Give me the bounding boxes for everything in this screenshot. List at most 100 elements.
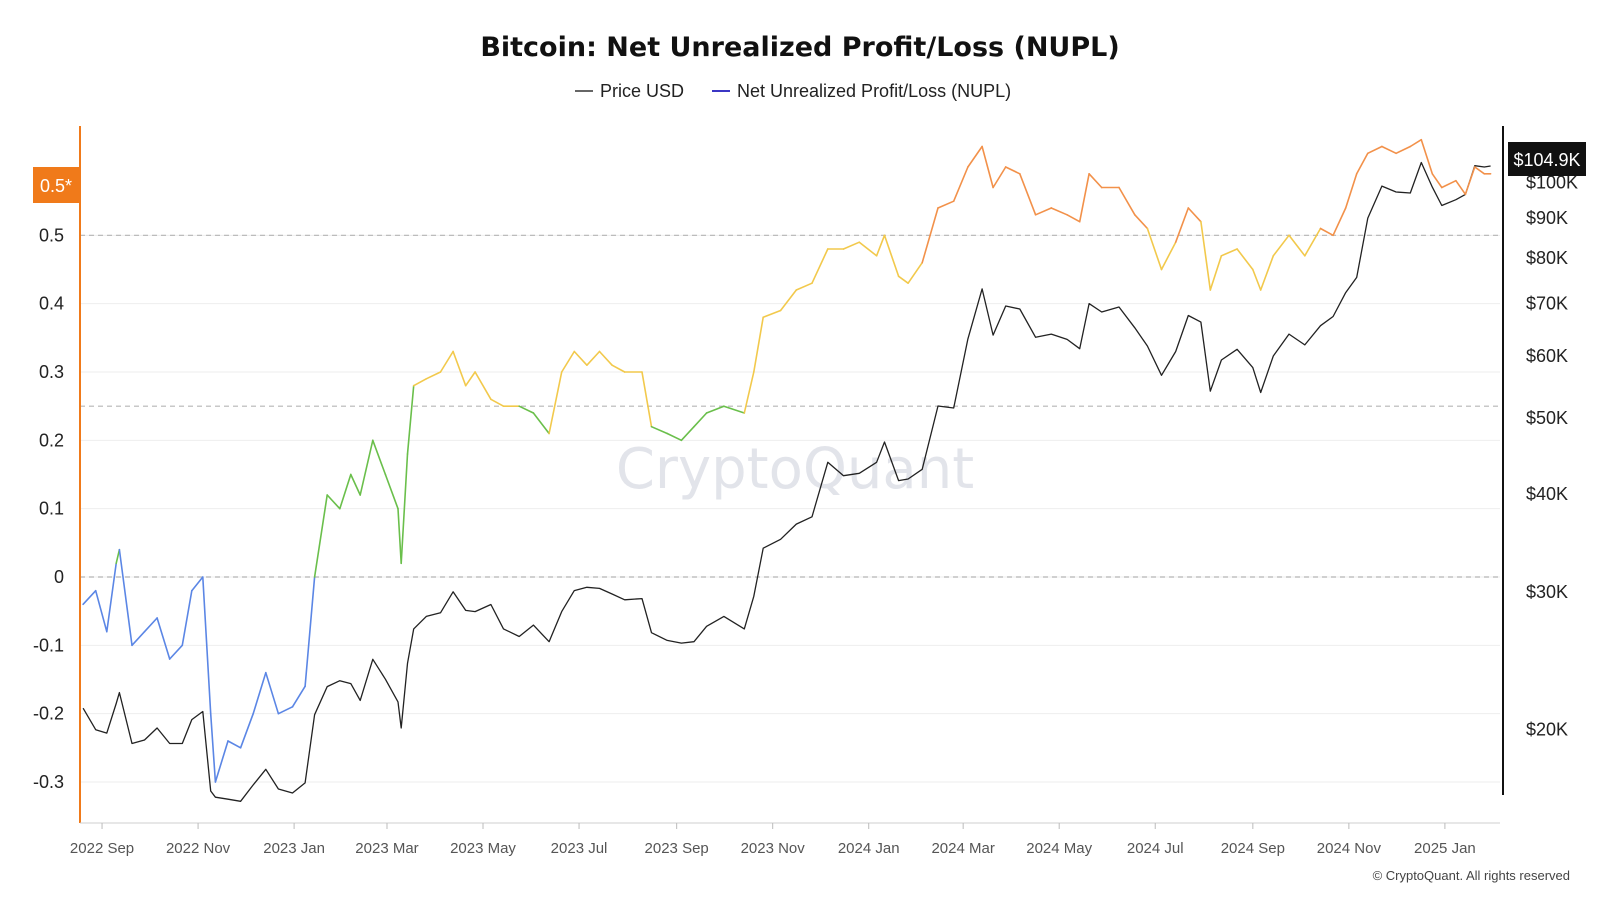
left-marker-label: 0.5* (40, 176, 72, 196)
right-axis-ticks: $100K $90K $80K $70K $60K $50K $40K $30K $20K (1526, 172, 1578, 739)
nupl-segment-83 (1134, 214, 1149, 230)
nupl-segment-92 (1252, 268, 1262, 291)
nupl-series (82, 138, 1492, 783)
nupl-segment-86 (1174, 207, 1190, 243)
nupl-segment-97 (1319, 227, 1334, 237)
nupl-segment-88 (1200, 220, 1212, 291)
right-tick-label-2: $80K (1526, 248, 1568, 268)
nupl-segment-11 (202, 576, 212, 715)
nupl-segment-82 (1118, 186, 1136, 216)
nupl-segment-103 (1395, 145, 1412, 155)
nupl-segment-14 (227, 740, 242, 749)
left-tick-label-8: -0.3 (33, 772, 64, 792)
nupl-segment-16 (252, 671, 267, 715)
right-tick-label-8: $20K (1526, 720, 1568, 740)
nupl-segment-7 (156, 617, 171, 660)
nupl-segment-42 (560, 350, 576, 373)
legend-price-label[interactable]: Price USD (600, 81, 684, 101)
nupl-segment-45 (598, 350, 613, 367)
x-tick-label-9: 2024 Mar (931, 840, 994, 857)
x-tick-label-8: 2024 Jan (838, 840, 900, 857)
nupl-segment-17 (264, 671, 280, 715)
nupl-segment-105 (1420, 138, 1434, 175)
nupl-segment-18 (277, 705, 294, 715)
nupl-segment-54 (723, 405, 746, 414)
right-tick-label-1: $90K (1526, 208, 1568, 228)
nupl-segment-77 (1050, 207, 1068, 216)
nupl-segment-62 (842, 241, 861, 250)
nupl-segment-12 (209, 712, 217, 783)
nupl-segment-87 (1187, 207, 1202, 223)
nupl-segment-33 (439, 350, 454, 373)
nupl-segment-39 (518, 405, 535, 414)
nupl-segment-78 (1066, 214, 1081, 223)
nupl-segment-96 (1304, 227, 1322, 257)
nupl-segment-6 (143, 617, 158, 633)
nupl-segment-37 (490, 398, 505, 408)
x-tick-label-10: 2024 May (1026, 840, 1092, 857)
x-tick-label-1: 2022 Nov (166, 840, 231, 857)
nupl-segment-22 (326, 494, 341, 510)
left-tick-label-1: 0.4 (39, 294, 64, 314)
nupl-segment-23 (338, 473, 352, 510)
nupl-segment-51 (680, 425, 695, 442)
nupl-segment-89 (1209, 255, 1223, 291)
x-tick-label-0: 2022 Sep (70, 840, 134, 857)
nupl-segment-64 (875, 234, 886, 257)
nupl-segment-90 (1220, 248, 1238, 257)
left-tick-label-4: 0.1 (39, 499, 64, 519)
nupl-segment-3 (115, 548, 121, 565)
nupl-segment-21 (313, 494, 329, 578)
grid (80, 234, 1500, 783)
nupl-segment-32 (425, 371, 442, 380)
nupl-segment-63 (858, 241, 878, 257)
nupl-segment-110 (1474, 166, 1486, 175)
nupl-segment-36 (474, 371, 492, 401)
right-tick-label-0: $100K (1526, 172, 1578, 192)
nupl-segment-52 (693, 412, 708, 428)
nupl-segment-26 (371, 439, 387, 476)
price-series (82, 161, 1491, 802)
copyright: © CryptoQuant. All rights reserved (1373, 868, 1570, 883)
nupl-segment-73 (992, 166, 1007, 189)
nupl-segment-10 (191, 576, 204, 592)
nupl-segment-58 (779, 289, 798, 312)
nupl-segment-13 (214, 740, 229, 783)
nupl-segment-9 (181, 589, 193, 647)
x-tick-label-7: 2023 Nov (741, 840, 806, 857)
nupl-segment-5 (131, 630, 146, 647)
nupl-segment-75 (1018, 173, 1037, 216)
nupl-segment-29 (400, 453, 409, 565)
nupl-segment-46 (611, 364, 626, 373)
legend-nupl-label[interactable]: Net Unrealized Profit/Loss (NUPL) (737, 81, 1011, 101)
price-line (82, 161, 1491, 802)
nupl-segment-41 (548, 371, 563, 435)
x-axis-ticks: 2022 Sep 2022 Nov 2023 Jan 2023 Mar 2023 May… (70, 823, 1476, 857)
legend[interactable]: Price USD Net Unrealized Profit/Loss (NU… (575, 81, 1011, 101)
nupl-segment-34 (452, 350, 467, 387)
x-tick-label-6: 2023 Sep (645, 840, 709, 857)
nupl-segment-4 (118, 548, 133, 647)
left-tick-label-3: 0.2 (39, 430, 64, 450)
nupl-segment-106 (1431, 173, 1443, 189)
nupl-segment-107 (1441, 179, 1457, 189)
last-price-box (1508, 142, 1586, 176)
x-tick-label-12: 2024 Sep (1221, 840, 1285, 857)
right-tick-label-5: $50K (1526, 408, 1568, 428)
nupl-segment-27 (384, 473, 399, 510)
nupl-segment-50 (666, 432, 683, 442)
nupl-segment-69 (937, 200, 955, 209)
nupl-segment-31 (412, 377, 428, 387)
nupl-segment-74 (1004, 166, 1021, 175)
x-tick-label-3: 2023 Mar (355, 840, 418, 857)
nupl-segment-104 (1409, 138, 1423, 148)
right-tick-label-4: $60K (1526, 346, 1568, 366)
nupl-segment-48 (641, 371, 653, 428)
nupl-segment-24 (349, 473, 362, 496)
x-tick-label-2: 2023 Jan (263, 840, 325, 857)
nupl-segment-59 (795, 282, 813, 291)
last-price-badge: $104.9K (1508, 142, 1586, 176)
left-marker: 0.5* (33, 167, 79, 203)
nupl-segment-72 (981, 145, 994, 189)
nupl-segment-0 (82, 589, 97, 606)
